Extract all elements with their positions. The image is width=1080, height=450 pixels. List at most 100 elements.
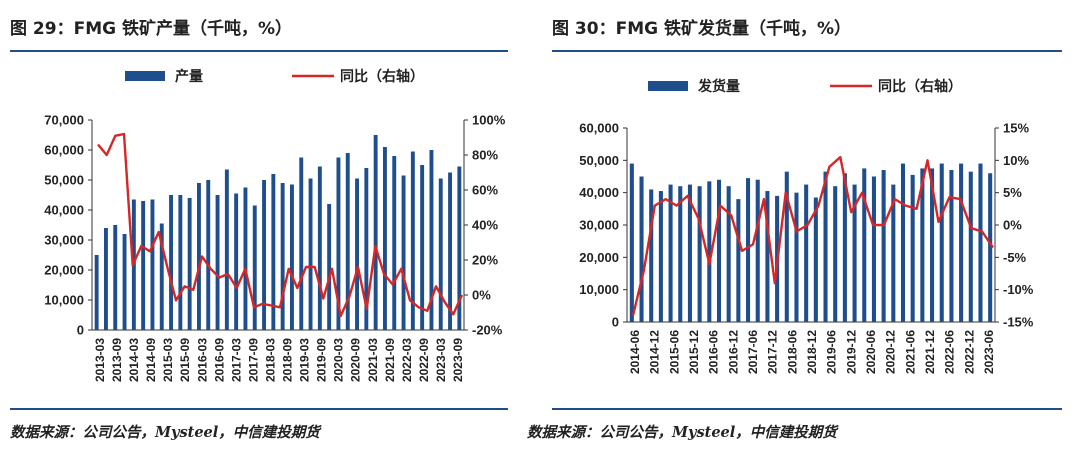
chart2-legend-bar-label: 发货量 <box>697 78 740 95</box>
chart2-bar <box>707 181 712 322</box>
chart1-x-tick-label: 2020-03 <box>332 338 346 382</box>
chart1-right-tick-label: -20% <box>472 323 503 338</box>
chart2-bar <box>755 179 760 322</box>
chart1-x-tick-label: 2015-03 <box>161 338 175 382</box>
chart2-right-tick-label: 15% <box>1003 121 1029 136</box>
chart2-bar <box>813 197 818 322</box>
chart1-x-tick-label: 2014-03 <box>127 338 141 382</box>
chart2-bar <box>833 186 838 322</box>
chart1-x-tick-label: 2021-09 <box>383 338 397 382</box>
chart2-bar <box>988 173 993 322</box>
chart1-bar <box>234 193 239 330</box>
chart2-source: 数据来源：公司公告，Mysteel，中信建投期货 <box>527 424 837 441</box>
chart2-right-tick-label: 10% <box>1003 153 1029 168</box>
chart1-bar <box>252 205 257 330</box>
chart1-bar <box>196 183 201 330</box>
chart1-x-tick-label: 2016-09 <box>212 338 226 382</box>
chart1-bar <box>457 166 462 330</box>
chart2-bar <box>746 178 751 322</box>
chart2-x-tick-label: 2019-12 <box>844 330 858 374</box>
chart2-bar <box>852 184 857 322</box>
chart1-x-tick-label: 2015-09 <box>178 338 192 382</box>
chart1-bar <box>382 147 387 330</box>
chart1-left-tick-label: 40,000 <box>44 203 84 218</box>
chart2-x-tick-label: 2018-06 <box>785 330 799 374</box>
chart2-title: 图 30：FMG 铁矿发货量（千吨，%） <box>552 19 852 39</box>
chart1-x-tick-label: 2017-09 <box>246 338 260 382</box>
chart1-bar <box>206 180 211 330</box>
chart2-bar <box>804 184 809 322</box>
chart1-x-tick-label: 2014-09 <box>144 338 158 382</box>
chart2-bar <box>939 163 944 322</box>
chart1-bar <box>280 183 285 330</box>
chart1-x-tick-label: 2022-09 <box>417 338 431 382</box>
chart1-bar <box>355 178 360 330</box>
chart2-x-tick-label: 2015-12 <box>687 330 701 374</box>
chart1-x-tick-label: 2020-09 <box>349 338 363 382</box>
chart2-bar <box>949 170 954 322</box>
chart1-bar <box>401 175 406 330</box>
chart2-left-tick-label: 50,000 <box>579 153 619 168</box>
chart2-bar <box>765 191 770 322</box>
chart1-bar <box>317 166 322 330</box>
chart1-bar <box>420 165 425 330</box>
chart2-bar <box>862 168 867 322</box>
chart2-left-tick-label: 10,000 <box>579 282 619 297</box>
chart1-bar <box>94 255 99 330</box>
chart1-legend-line-label: 同比（右轴） <box>340 68 424 85</box>
chart1-top-rule <box>10 50 508 52</box>
chart1-x-tick-label: 2016-03 <box>195 338 209 382</box>
chart2-x-tick-label: 2018-12 <box>805 330 819 374</box>
chart1-right-tick-label: 20% <box>472 253 498 268</box>
chart2-right-tick-label: -10% <box>1003 282 1034 297</box>
chart1-bottom-rule <box>10 408 508 410</box>
chart2-bar <box>668 184 673 322</box>
chart1-bar <box>299 157 304 330</box>
chart1-bar <box>438 178 443 330</box>
chart2-bar <box>687 184 692 322</box>
chart1-left-tick-label: 0 <box>77 323 84 338</box>
chart1-left-tick-label: 30,000 <box>44 233 84 248</box>
chart1-x-tick-label: 2019-09 <box>315 338 329 382</box>
chart2-left-tick-label: 20,000 <box>579 250 619 265</box>
chart1-x-tick-label: 2013-03 <box>93 338 107 382</box>
chart2-bar <box>823 171 828 322</box>
chart2-bar <box>794 192 799 322</box>
chart1-bar <box>364 168 369 330</box>
chart2-bar <box>871 176 876 322</box>
chart1-bar <box>122 234 127 330</box>
chart1-x-tick-label: 2018-03 <box>263 338 277 382</box>
chart1-left-tick-label: 20,000 <box>44 263 84 278</box>
chart2-bar <box>736 199 741 322</box>
chart2-x-tick-label: 2014-12 <box>648 330 662 374</box>
chart1-bar <box>243 187 248 330</box>
chart2-x-tick-label: 2023-06 <box>982 330 996 374</box>
chart1-bar <box>215 195 220 330</box>
chart1-bar <box>141 201 146 330</box>
chart1-bar <box>271 174 276 330</box>
chart1-left-tick-label: 60,000 <box>44 143 84 158</box>
chart1-left-tick-label: 70,000 <box>44 113 84 128</box>
chart2-yoy-line <box>631 155 994 316</box>
chart1-yoy-line <box>97 132 464 318</box>
chart1-legend-bar-label: 产量 <box>175 68 203 85</box>
chart1-x-tick-label: 2022-03 <box>400 338 414 382</box>
chart1-bar <box>308 178 313 330</box>
chart2-x-tick-label: 2019-06 <box>825 330 839 374</box>
chart1-x-tick-label: 2013-09 <box>110 338 124 382</box>
chart1-bar <box>113 225 118 330</box>
chart2-x-tick-label: 2020-12 <box>884 330 898 374</box>
chart2-bar <box>891 184 896 322</box>
chart1-bar <box>150 199 155 330</box>
chart1-bar <box>336 157 341 330</box>
chart1-bar <box>262 180 267 330</box>
chart1-bar <box>169 195 174 330</box>
chart2-x-tick-label: 2021-06 <box>903 330 917 374</box>
chart2-x-tick-label: 2015-06 <box>667 330 681 374</box>
chart2-bar <box>697 186 702 322</box>
chart2-bar <box>900 163 906 322</box>
chart1-bar <box>159 223 164 330</box>
chart2-bar <box>629 163 634 322</box>
chart1-x-tick-label: 2017-03 <box>229 338 243 382</box>
chart1-bar <box>345 153 350 330</box>
